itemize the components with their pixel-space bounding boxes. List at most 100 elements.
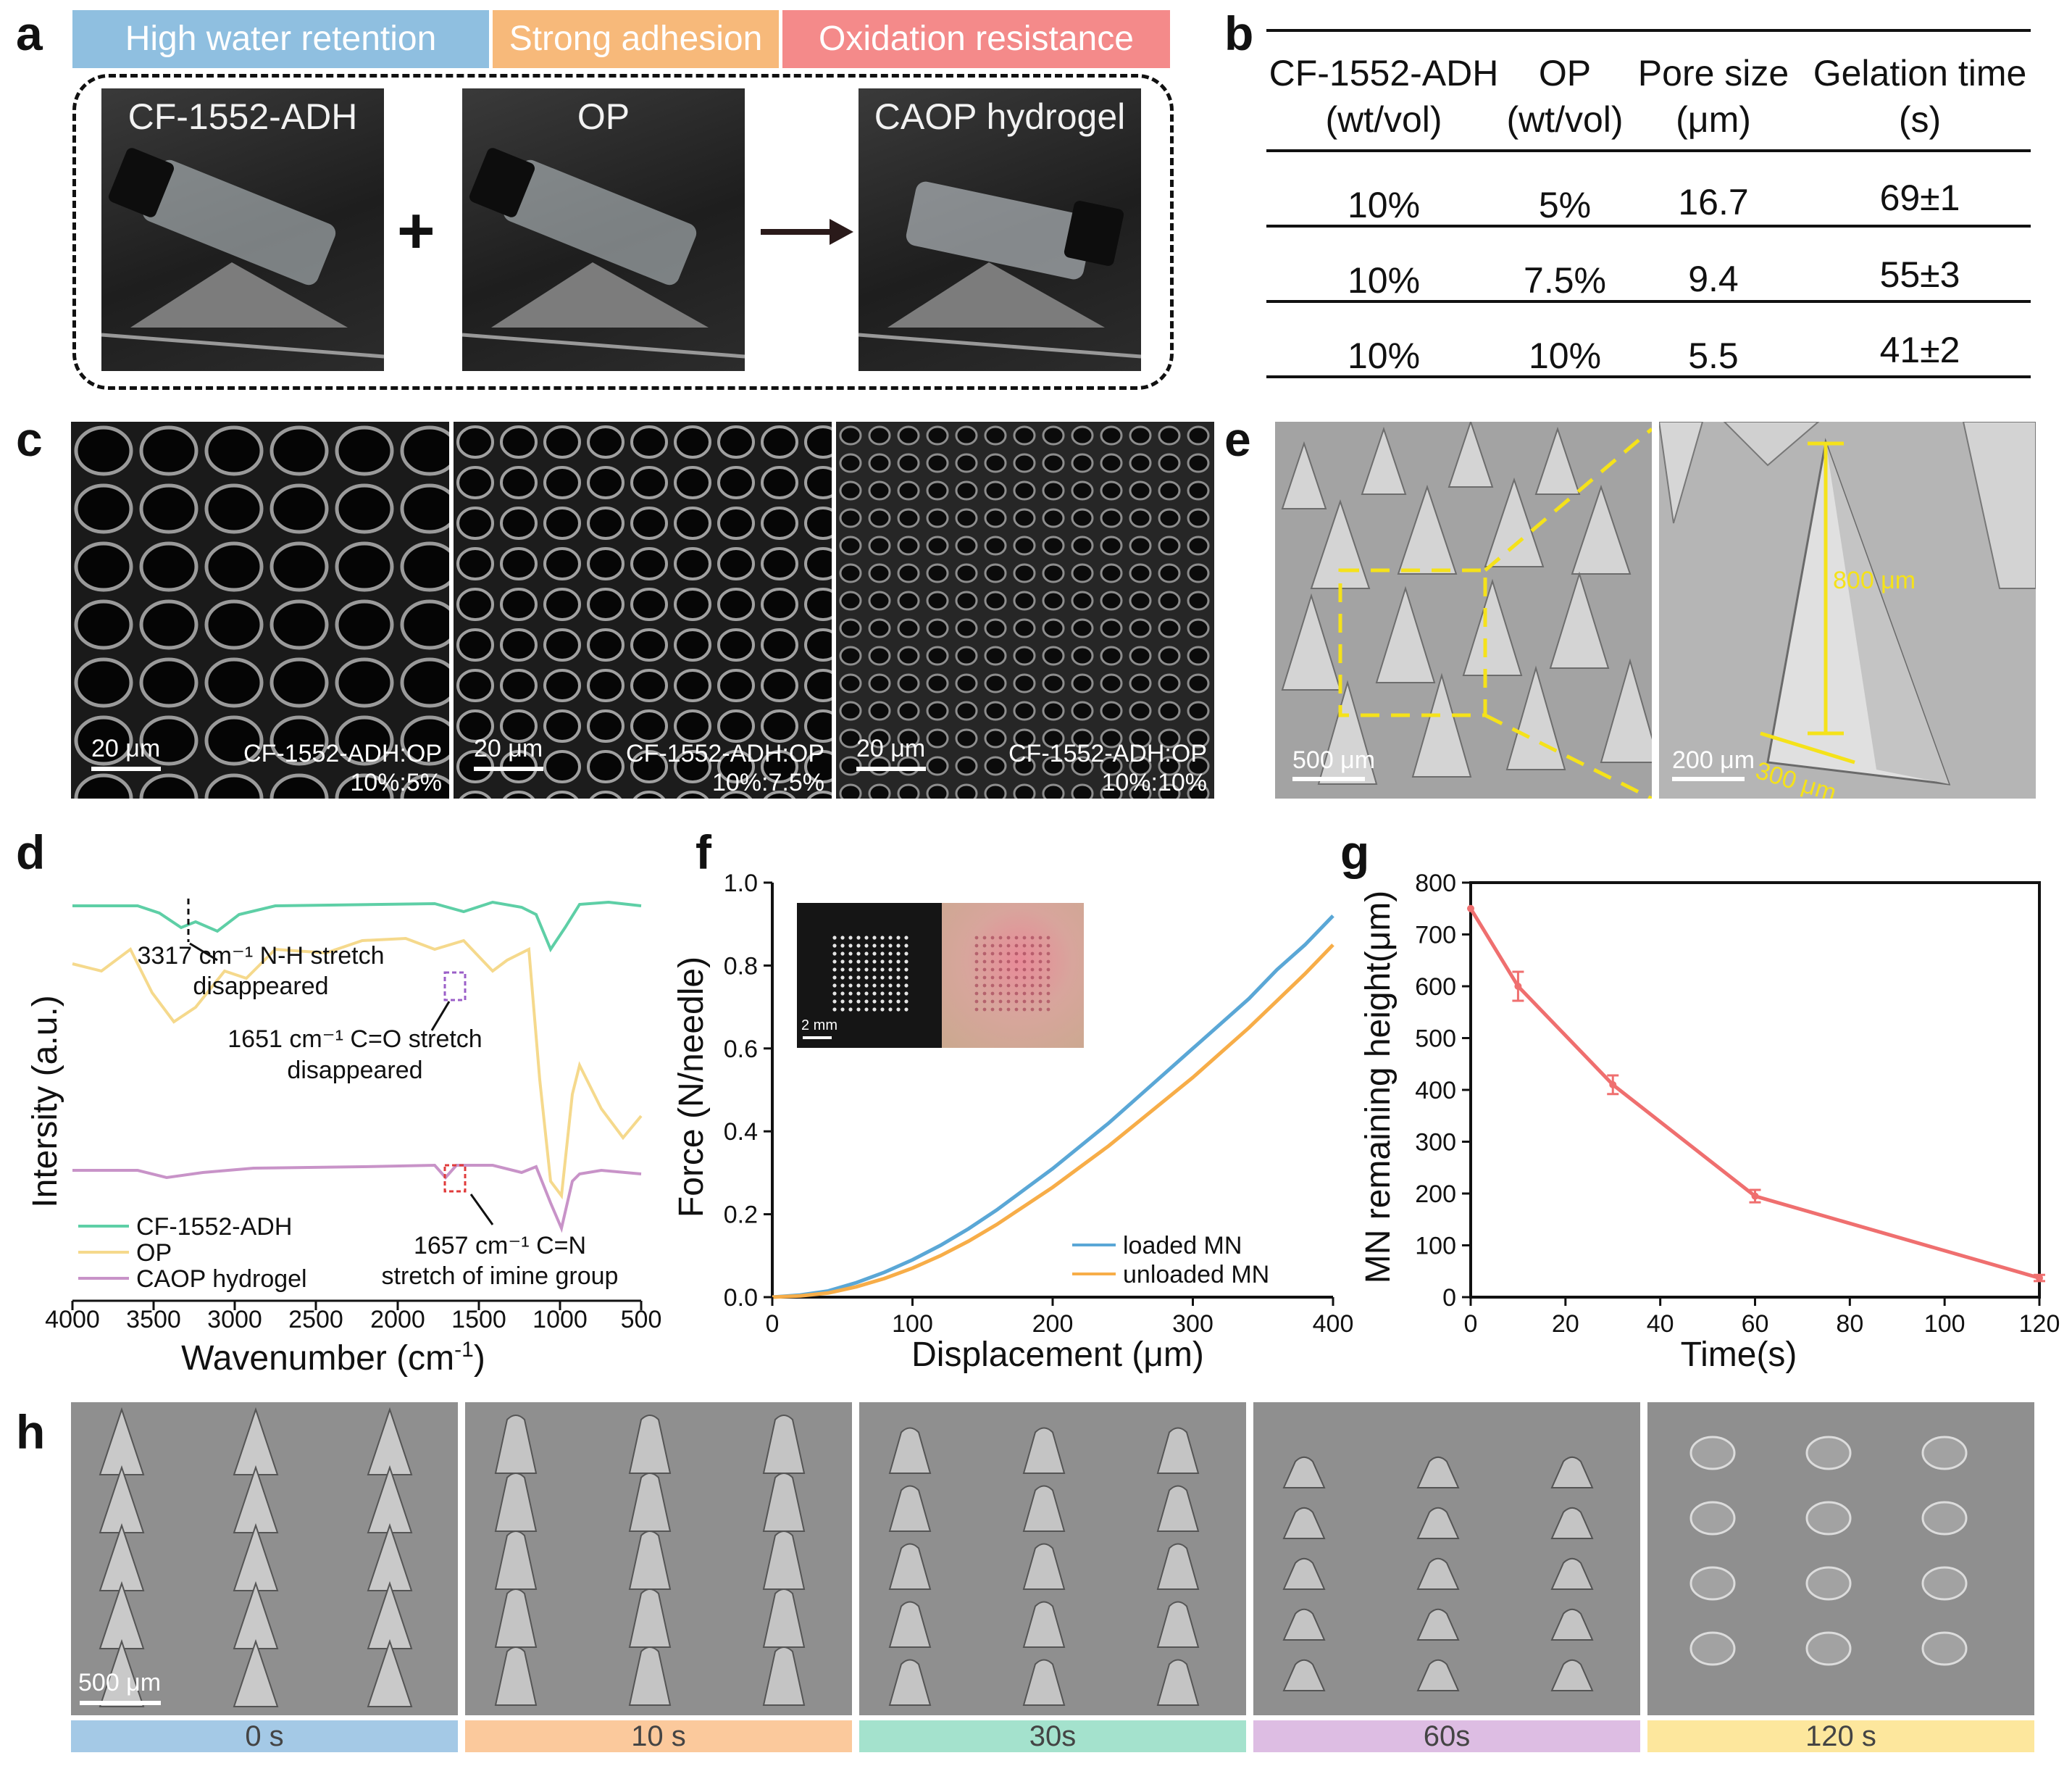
skin-dot — [1006, 944, 1011, 948]
arrow-right-icon — [761, 219, 853, 245]
height-800-label: 800 μm — [1833, 567, 1916, 594]
f-series-1 — [772, 944, 1334, 1299]
inset-dot — [848, 944, 853, 948]
inset-dot — [840, 944, 845, 948]
skin-dot-grid — [974, 936, 1050, 1012]
scale-bar-c2 — [474, 767, 543, 771]
cell-r1-c3: 16.7 — [1678, 182, 1749, 222]
annot-co-1: 1651 cm⁻¹ C=O stretch — [227, 1025, 482, 1053]
inset-dot — [896, 936, 901, 940]
skin-dot — [982, 991, 987, 996]
inset-dot — [872, 999, 877, 1004]
photo-op: OP — [462, 88, 745, 371]
panel-label-c: c — [16, 412, 43, 466]
skin-dot — [1038, 959, 1043, 964]
sem-caption-3-ratio: 10%:10% — [1101, 769, 1207, 796]
g-ytick-label: 300 — [1415, 1129, 1456, 1157]
skin-dot — [1030, 944, 1035, 948]
inset-dot — [896, 967, 901, 972]
g-ytick-label: 500 — [1415, 1025, 1456, 1053]
banner-water-retention: High water retention — [72, 10, 489, 68]
skin-dot — [1046, 959, 1050, 964]
needle-dissolving — [762, 1646, 806, 1706]
inset-dot — [888, 944, 893, 948]
annot-co-2: disappeared — [287, 1057, 422, 1084]
inset-dot — [904, 975, 908, 980]
needle-dissolving — [762, 1530, 806, 1590]
scale-bar-label-c1: 20 μm — [91, 735, 161, 762]
scale-bar-e2 — [1672, 777, 1745, 781]
inset-dot — [896, 975, 901, 980]
dissolution-10s — [465, 1402, 852, 1715]
inset-dot — [848, 975, 853, 980]
needle — [99, 1638, 145, 1707]
skin-dot — [982, 1007, 987, 1012]
vial-illustration-2 — [462, 148, 745, 359]
inset-dot — [872, 983, 877, 988]
sem-caption-2-ratio: 10%:7.5% — [712, 769, 824, 796]
needle-dissolving — [1156, 1427, 1200, 1474]
scale-bar-h — [80, 1701, 161, 1705]
time-label-60s: 60s — [1253, 1720, 1640, 1752]
height-xlabel: Time(s) — [1681, 1336, 1797, 1374]
inset-dot — [864, 991, 869, 996]
th-cf-1552-adh-unit: (wt/vol) — [1325, 99, 1442, 140]
inset-dot — [848, 959, 853, 964]
skin-dot — [1022, 936, 1027, 940]
needle-dissolving — [628, 1473, 672, 1532]
f-ytick-label: 0.8 — [724, 952, 758, 980]
skin-dot — [974, 959, 979, 964]
force-ylabel: Force (N/needle) — [674, 957, 711, 1217]
photo-title-3: CAOP hydrogel — [874, 96, 1126, 137]
needle-dissolving — [1282, 1659, 1326, 1691]
scale-bar-e1 — [1292, 777, 1365, 781]
g-xtick-label: 40 — [1647, 1310, 1674, 1338]
inset-dot — [832, 999, 837, 1004]
table-row-rule-1 — [1266, 225, 2031, 228]
annot-nh-1: 3317 cm⁻¹ N-H stretch — [137, 942, 384, 970]
mn-array-sem: 500 μm — [1275, 422, 1652, 799]
f-ytick-label: 0.4 — [724, 1118, 758, 1146]
inset-dot — [840, 999, 845, 1004]
vial-illustration-1 — [101, 148, 384, 359]
g-ytick-label: 100 — [1415, 1233, 1456, 1260]
needle-dissolving — [1550, 1507, 1594, 1539]
th-pore-size: Pore size — [1637, 53, 1789, 93]
skin-dot — [1046, 999, 1050, 1004]
skin-dot — [1030, 951, 1035, 956]
needle-dissolving — [888, 1601, 932, 1648]
inset-dot — [872, 967, 877, 972]
inset-dot — [880, 983, 885, 988]
vial-illustration-3 — [859, 181, 1141, 359]
skin-dot — [1030, 999, 1035, 1004]
table-header-rule — [1266, 149, 2031, 152]
inset-dot — [880, 951, 885, 956]
scale-bar-label-c2: 20 μm — [474, 735, 543, 762]
needle-dissolving — [1416, 1507, 1460, 1539]
mn-dot-grid — [832, 936, 908, 1012]
f-xtick-label: 400 — [1313, 1310, 1354, 1338]
skin-dot — [1022, 991, 1027, 996]
sem-image-5: 20 μm CF-1552-ADH:OP 10%:5% — [71, 422, 449, 799]
mn-single-sem: 800 μm 300 μm 200 μm — [1659, 422, 2036, 799]
skin-dot — [1006, 967, 1011, 972]
inset-dot — [856, 1007, 861, 1012]
f-ytick-label: 0.6 — [724, 1036, 758, 1063]
needle — [367, 1465, 413, 1533]
inset-dot — [872, 991, 877, 996]
th-op: OP — [1538, 53, 1592, 93]
skin-dot — [990, 967, 995, 972]
panel-label-g: g — [1340, 825, 1370, 879]
inset-dot — [840, 967, 845, 972]
inset-dot — [832, 975, 837, 980]
needle-remnant — [1689, 1566, 1736, 1601]
needle — [99, 1465, 145, 1533]
inset-dot — [832, 967, 837, 972]
g-point — [1514, 983, 1522, 990]
legend-unloaded: unloaded MN — [1123, 1261, 1269, 1288]
needle-dissolving — [1416, 1608, 1460, 1641]
skin-dot — [982, 967, 987, 972]
dissolution-120s — [1647, 1402, 2034, 1715]
skin-dot — [1014, 951, 1019, 956]
skin-dot — [1006, 1007, 1011, 1012]
